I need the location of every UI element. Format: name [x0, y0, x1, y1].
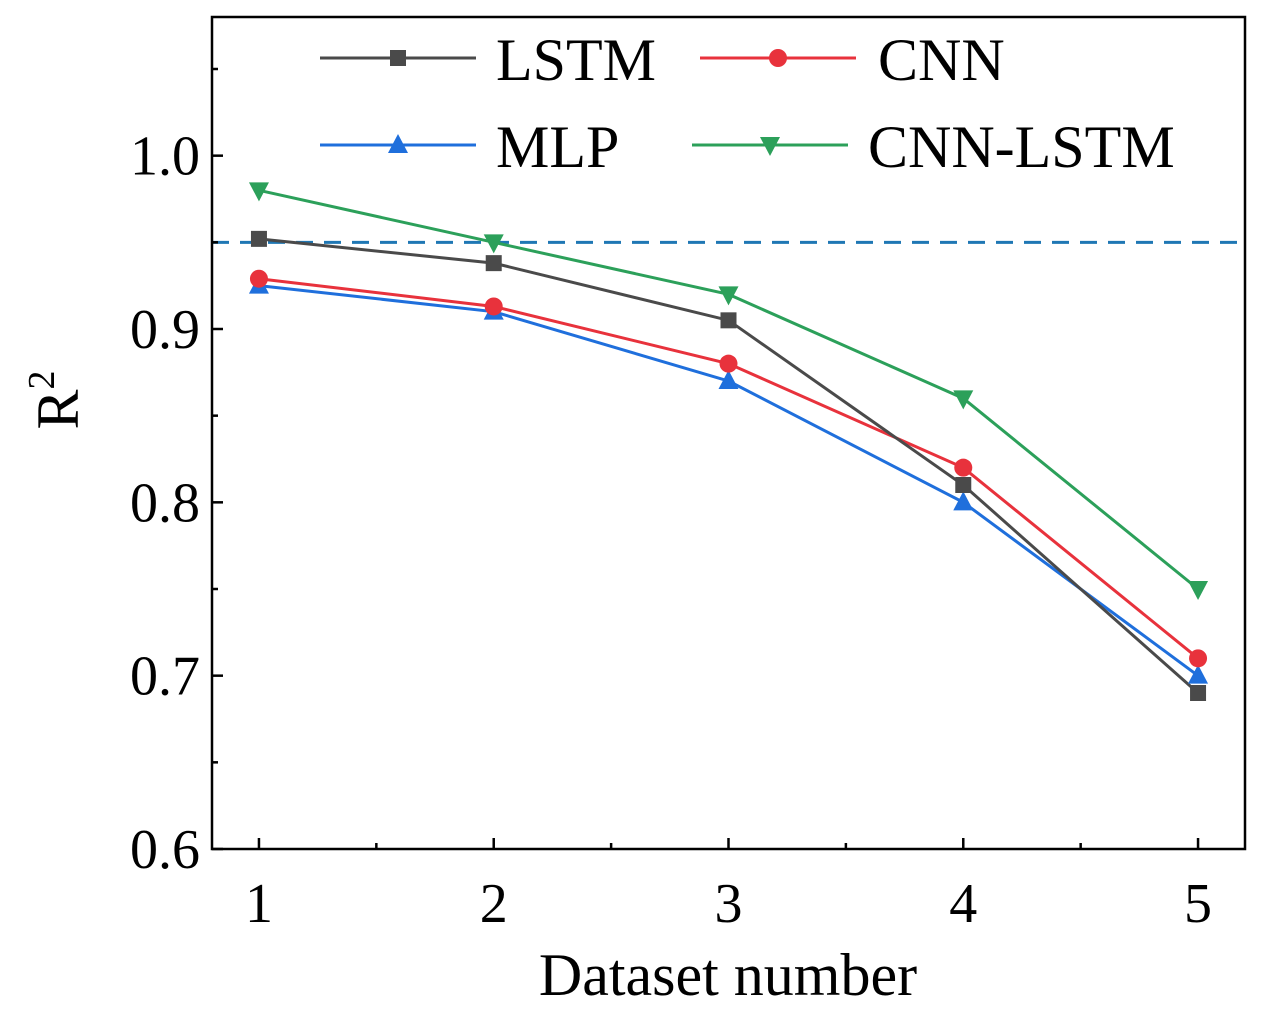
data-point-lstm-4 [955, 477, 972, 493]
data-point-lstm-5 [1190, 685, 1207, 701]
data-point-cnn-lstm-1 [248, 182, 269, 202]
legend-label-cnn-lstm: CNN-LSTM [868, 114, 1175, 180]
data-point-lstm-1 [250, 230, 267, 247]
data-point-lstm-2 [485, 255, 502, 272]
y-tick-label-1.0: 1.0 [130, 126, 200, 188]
series-line-mlp [258, 284, 1199, 677]
x-axis-label: Dataset number [539, 942, 917, 1008]
x-tick-label-1: 1 [245, 873, 273, 935]
x-tick-label-3: 3 [715, 873, 743, 935]
axes: 0.6 0.7 0.8 0.9 1.0 1 2 3 4 5 [130, 15, 1247, 935]
legend-label-mlp: MLP [496, 114, 619, 180]
x-tick-label-2: 2 [480, 873, 508, 935]
data-point-cnn-lstm-5 [1188, 581, 1209, 600]
legend-marker-lstm [390, 50, 406, 66]
data-point-cnn-4 [954, 458, 973, 477]
data-point-cnn-lstm-3 [718, 286, 739, 306]
data-point-cnn-lstm-2 [483, 234, 504, 254]
data-point-cnn-3 [719, 354, 738, 373]
plot-area [212, 182, 1245, 701]
legend-marker-mlp [388, 134, 408, 153]
series-line-cnn [258, 277, 1199, 660]
series-line-lstm [258, 237, 1200, 695]
x-tick-label-5: 5 [1184, 873, 1212, 935]
legend-marker-cnn-lstm [760, 137, 780, 156]
data-point-cnn-lstm-4 [953, 390, 974, 410]
y-tick-label-0.7: 0.7 [130, 646, 200, 708]
legend-label-cnn: CNN [878, 27, 1005, 93]
legend-marker-cnn [769, 49, 787, 67]
y-axis-label: R2 [21, 370, 91, 429]
data-point-mlp-5 [1188, 664, 1209, 684]
data-point-cnn-1 [249, 269, 268, 288]
data-point-cnn-5 [1189, 649, 1208, 668]
data-point-cnn-2 [484, 297, 503, 316]
legend: LSTM CNN MLP CNN-LSTM [320, 27, 1175, 180]
y-tick-label-0.6: 0.6 [130, 819, 200, 881]
data-point-mlp-3 [718, 370, 739, 389]
x-tick-label-4: 4 [949, 873, 977, 935]
y-tick-label-0.9: 0.9 [130, 299, 200, 361]
y-tick-label-0.8: 0.8 [130, 472, 200, 534]
data-point-lstm-3 [720, 312, 737, 329]
data-point-mlp-4 [953, 491, 974, 511]
series-line-cnn-lstm [258, 188, 1199, 591]
legend-label-lstm: LSTM [496, 27, 656, 93]
